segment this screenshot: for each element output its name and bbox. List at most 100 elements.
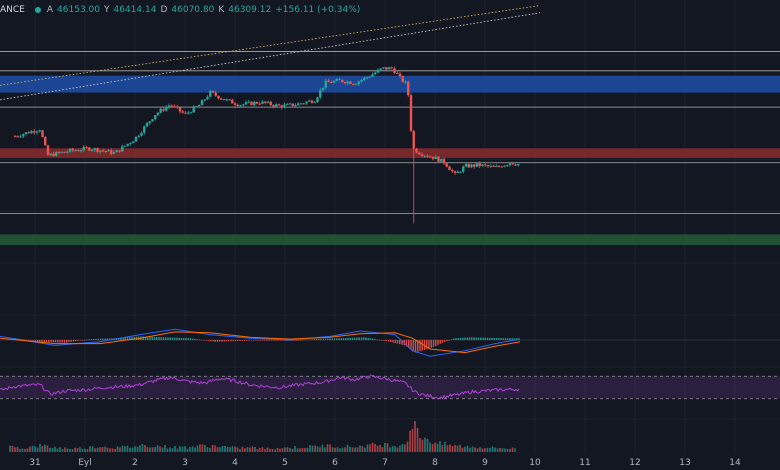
volume-bar xyxy=(159,446,161,452)
volume-bar xyxy=(271,449,274,452)
candle-body xyxy=(154,115,157,120)
candle xyxy=(71,147,74,153)
candle xyxy=(431,156,435,161)
candle-body xyxy=(266,101,270,103)
volume-bar xyxy=(469,447,471,452)
volume-bar xyxy=(504,448,506,452)
macd-histogram-bar xyxy=(88,339,90,340)
candle xyxy=(253,100,256,108)
macd-histogram-bar xyxy=(277,340,279,341)
macd-histogram-bar xyxy=(453,338,455,340)
volume-bar xyxy=(169,447,171,452)
volume-bar xyxy=(361,446,364,452)
candle xyxy=(462,165,465,174)
macd-histogram-bar xyxy=(95,338,97,340)
macd-histogram-bar xyxy=(149,336,151,340)
candle xyxy=(159,107,162,114)
x-axis-tick-label: 8 xyxy=(432,458,438,468)
macd-histogram-bar xyxy=(459,337,462,340)
volume-bar xyxy=(314,445,316,452)
macd-histogram-bar xyxy=(169,337,171,340)
macd-histogram-bar xyxy=(466,337,468,340)
candle-body xyxy=(27,132,30,134)
x-axis-tick-label: 7 xyxy=(382,458,388,468)
volume-bar xyxy=(184,446,186,452)
macd-histogram-bar xyxy=(302,339,304,341)
candle xyxy=(321,87,325,93)
macd-histogram-bar xyxy=(412,340,414,352)
x-axis-tick-label: 12 xyxy=(629,458,640,468)
macd-histogram-bar xyxy=(394,340,396,344)
macd-histogram-bar xyxy=(52,340,54,343)
candle-body xyxy=(44,137,47,146)
macd-histogram-bar xyxy=(104,338,106,340)
candle-body xyxy=(85,146,88,148)
volume-bar xyxy=(19,448,21,452)
volume-bar xyxy=(301,448,304,452)
x-axis-tick-label: 10 xyxy=(529,458,541,468)
candle xyxy=(442,157,446,165)
volume-bar xyxy=(491,446,494,452)
macd-histogram-bar xyxy=(97,338,99,340)
candle-body xyxy=(330,82,333,84)
macd-histogram-bar xyxy=(480,337,482,340)
macd-histogram-bar xyxy=(437,340,439,345)
macd-histogram-bar xyxy=(237,340,239,341)
candle xyxy=(242,103,245,107)
volume-bar xyxy=(86,449,89,452)
macd-histogram-bar xyxy=(81,340,84,341)
macd-histogram-bar xyxy=(419,340,421,352)
macd-histogram-bar xyxy=(387,340,390,342)
candle-body xyxy=(308,100,311,102)
candle-body xyxy=(456,171,459,173)
candle xyxy=(143,125,146,135)
candle-body xyxy=(459,171,462,173)
candle xyxy=(275,103,278,108)
volume-bar xyxy=(309,445,311,452)
candle xyxy=(195,105,198,108)
candle xyxy=(426,154,429,159)
x-axis-tick-label: 5 xyxy=(282,458,288,468)
macd-histogram-bar xyxy=(120,337,122,340)
candle xyxy=(305,101,308,105)
candle xyxy=(272,104,275,109)
volume-bar xyxy=(129,447,131,452)
volume-bar xyxy=(311,445,314,452)
volume-bar xyxy=(414,420,416,452)
volume-bar xyxy=(99,447,101,452)
candle xyxy=(360,78,363,84)
candle xyxy=(363,76,366,82)
volume-bar xyxy=(391,446,394,452)
candle xyxy=(365,76,369,80)
candle-body xyxy=(346,81,349,84)
candle xyxy=(192,105,195,113)
volume-bar xyxy=(411,428,414,452)
macd-histogram-bar xyxy=(72,340,75,342)
macd-histogram-bar xyxy=(502,338,504,340)
volume-bar xyxy=(439,441,441,452)
volume-bar xyxy=(34,446,36,452)
candle-body xyxy=(88,147,91,151)
candle-body xyxy=(357,81,360,85)
candle-body xyxy=(247,101,250,103)
candle xyxy=(508,163,512,167)
candle xyxy=(228,99,231,101)
candle-body xyxy=(387,67,391,70)
macd-histogram-bar xyxy=(108,338,111,340)
candle xyxy=(203,99,206,102)
candle xyxy=(354,83,358,86)
ohlc-low-label: D xyxy=(160,5,168,15)
macd-histogram-bar xyxy=(441,340,444,343)
volume-bar xyxy=(41,446,44,452)
candle xyxy=(13,134,17,138)
candle-body xyxy=(253,102,256,106)
volume-bar xyxy=(144,445,146,452)
signal-line xyxy=(0,331,521,354)
macd-histogram-bar xyxy=(511,338,513,340)
volume-bar xyxy=(394,446,396,452)
macd-histogram-bar xyxy=(399,340,401,345)
volume-bar xyxy=(124,446,126,452)
volume-bar xyxy=(216,447,219,452)
macd-histogram-bar xyxy=(421,340,423,351)
